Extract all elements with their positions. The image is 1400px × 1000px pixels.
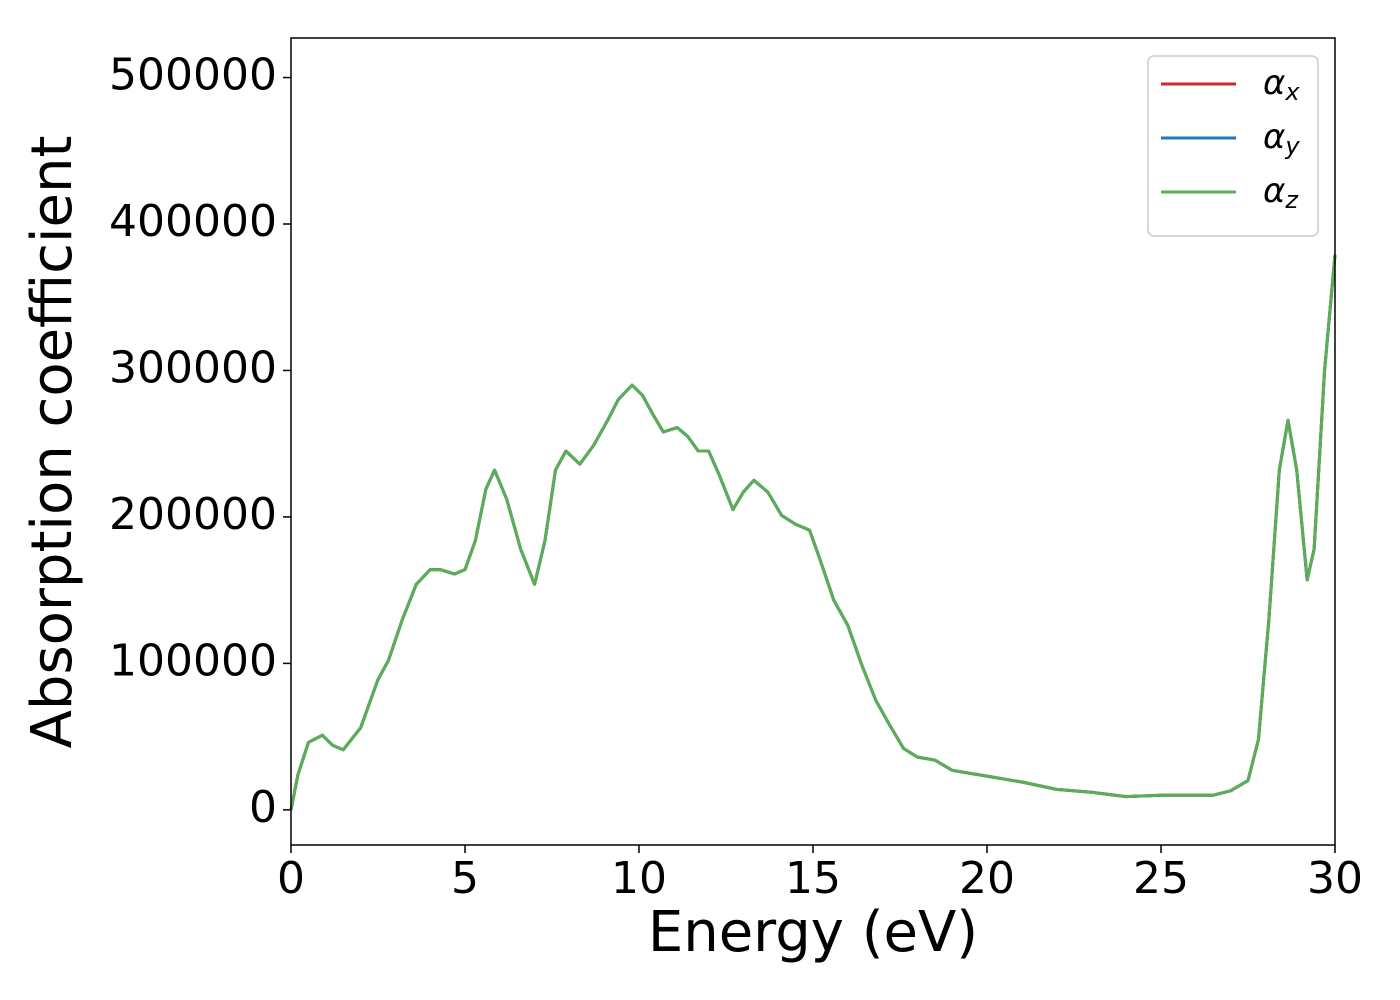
series-line	[289, 254, 1337, 811]
x-tick-label: 0	[277, 853, 305, 904]
legend-label: αx	[1263, 63, 1300, 107]
legend-symbol: α	[1263, 117, 1285, 157]
y-tick-label: 500000	[109, 50, 277, 101]
legend-symbol: α	[1263, 171, 1285, 211]
x-axis-label: Energy (eV)	[648, 900, 978, 965]
x-tick-label: 15	[785, 853, 841, 904]
legend-subscript: z	[1284, 186, 1299, 214]
legend-label: αy	[1263, 117, 1300, 161]
x-tick-label: 10	[611, 853, 667, 904]
y-axis-label: Absorption coefficient	[20, 136, 85, 749]
x-tick-label: 20	[959, 853, 1015, 904]
legend-subscript: y	[1284, 132, 1300, 160]
series-line	[289, 254, 1337, 811]
y-tick-label: 200000	[109, 489, 277, 540]
y-tick-label: 400000	[109, 196, 277, 247]
series-line	[289, 254, 1337, 811]
legend-label: αz	[1263, 171, 1299, 215]
x-tick-label: 30	[1307, 853, 1363, 904]
x-tick-label: 25	[1133, 853, 1189, 904]
legend-subscript: x	[1284, 78, 1300, 106]
y-tick-label: 0	[249, 782, 277, 833]
y-tick-label: 300000	[109, 342, 277, 393]
plot-frame	[290, 37, 1336, 846]
y-tick-label: 100000	[109, 635, 277, 686]
x-tick-label: 5	[451, 853, 479, 904]
legend-symbol: α	[1263, 63, 1285, 103]
